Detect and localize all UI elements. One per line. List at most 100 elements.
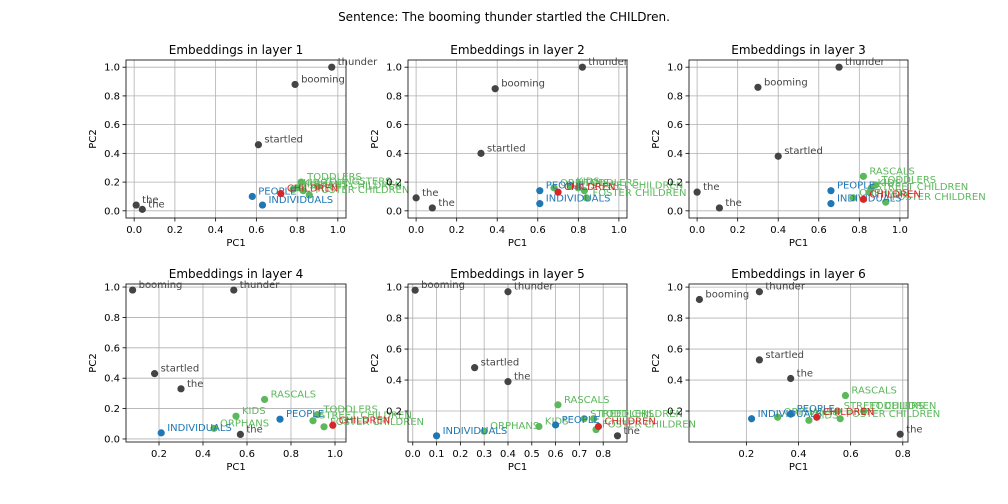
point-label: CHILDREN [869, 189, 920, 200]
subplot-layer-3: 0.0 0.2 0.4 0.6 0.8 1.0 0.0 0.2 0.4 0.6 0.8 1.0 Embe… [651, 43, 986, 249]
point-label: RASCALS [271, 389, 316, 400]
y-axis-label: PC2 [88, 129, 99, 148]
subplot-title: Embeddings in layer 3 [731, 43, 865, 57]
data-point [693, 188, 701, 196]
axes-frame [125, 59, 347, 219]
data-point [432, 432, 441, 440]
y-axis-label: PC2 [88, 353, 99, 372]
data-point [754, 83, 762, 91]
x-tick-label: 0.7 [571, 449, 587, 460]
point-label: startled [765, 350, 804, 361]
point-label: startled [161, 364, 200, 375]
data-point [535, 422, 543, 431]
y-tick-label: 0.6 [386, 120, 402, 131]
y-tick-label: 0.0 [104, 206, 120, 217]
point-label: RASCALS [564, 395, 609, 406]
x-tick-label: 0.6 [843, 449, 859, 460]
point-label: TODDLERS [583, 178, 639, 189]
x-tick-label: 0.2 [738, 449, 754, 460]
x-tick-label: 0.3 [476, 449, 492, 460]
data-point [230, 286, 238, 294]
x-tick-label: 0.2 [449, 225, 465, 236]
point-label: TODDLERS [869, 401, 925, 412]
data-point [177, 385, 185, 393]
y-tick-label: 0.4 [104, 374, 120, 385]
axes-frame [688, 283, 909, 443]
point-label: ORPHANS [490, 421, 539, 432]
x-tick-label: 0.6 [530, 225, 546, 236]
data-point [582, 194, 591, 202]
y-tick-label: 0.2 [104, 404, 120, 415]
y-tick-label: 0.6 [667, 120, 683, 131]
point-label: FOSTER CHILDREN [592, 188, 686, 199]
data-point [504, 377, 512, 386]
data-point [594, 422, 603, 431]
data-point [232, 412, 240, 420]
y-tick-label: 0.2 [386, 407, 402, 418]
y-tick-label: 0.2 [667, 178, 683, 189]
subplot-title: Embeddings in layer 6 [731, 267, 865, 281]
point-label: PEOPLE [546, 181, 584, 192]
point-label: STREET CHILDREN [590, 409, 683, 420]
point-label: CHILDREN [287, 184, 338, 195]
y-tick-label: 0.2 [667, 407, 683, 418]
data-point [859, 172, 867, 180]
data-point [787, 410, 795, 418]
data-point [860, 407, 868, 415]
x-tick-label: 0.6 [548, 449, 564, 460]
point-label: PEOPLE [258, 186, 296, 197]
data-point [248, 192, 256, 201]
data-point [590, 415, 598, 423]
data-point [313, 182, 322, 190]
point-label: INDIVIDUALS [268, 195, 333, 206]
point-label: TODDLERS [599, 409, 655, 420]
point-label: CHILDREN [823, 407, 874, 418]
point-label: INDIVIDUALS [837, 194, 902, 205]
point-label: PEOPLE [286, 409, 324, 420]
x-tick-label: 0.2 [167, 225, 183, 236]
point-label: the [148, 199, 164, 210]
data-point [471, 364, 479, 372]
data-point [328, 63, 336, 71]
point-label: FOSTER CHILDREN [330, 417, 424, 428]
data-point [320, 423, 328, 431]
data-point [428, 204, 436, 212]
data-point [289, 185, 297, 193]
point-label: CHILDREN [339, 415, 390, 426]
data-point [132, 201, 140, 209]
point-label: booming [139, 280, 183, 291]
x-tick-label: 0.8 [289, 225, 305, 236]
point-label: the [142, 195, 158, 206]
subplot-title: Embeddings in layer 1 [169, 43, 303, 57]
data-point [747, 415, 756, 423]
point-label: CHILDREN [604, 417, 655, 428]
data-point [536, 200, 544, 208]
point-label: booming [421, 280, 465, 291]
subplot-title: Embeddings in layer 4 [169, 267, 303, 281]
point-label: TODDLERS [322, 405, 378, 416]
x-axis-label: PC1 [508, 238, 527, 249]
data-point [774, 413, 782, 421]
y-tick-label: 1.0 [667, 283, 683, 294]
axes-frame [688, 59, 909, 219]
axes-frame [125, 283, 347, 443]
x-tick-label: 0.4 [208, 225, 224, 236]
y-tick-label: 0.4 [104, 149, 120, 160]
data-point [554, 401, 562, 409]
x-tick-label: 0.6 [248, 225, 264, 236]
point-label: thunder [765, 282, 805, 293]
point-label: booming [764, 77, 808, 88]
data-point [827, 200, 835, 208]
x-tick-label: 0.4 [791, 449, 807, 460]
data-point [827, 187, 835, 195]
data-point [882, 198, 890, 206]
y-tick-label: 0.4 [667, 149, 683, 160]
y-tick-label: 0.6 [667, 345, 683, 356]
data-point [896, 430, 904, 438]
y-tick-label: 0.0 [667, 206, 683, 217]
y-tick-label: 1.0 [667, 63, 683, 74]
point-label: the [422, 188, 438, 199]
data-point [157, 429, 165, 437]
data-point [551, 421, 560, 429]
x-tick-label: 0.8 [595, 449, 611, 460]
